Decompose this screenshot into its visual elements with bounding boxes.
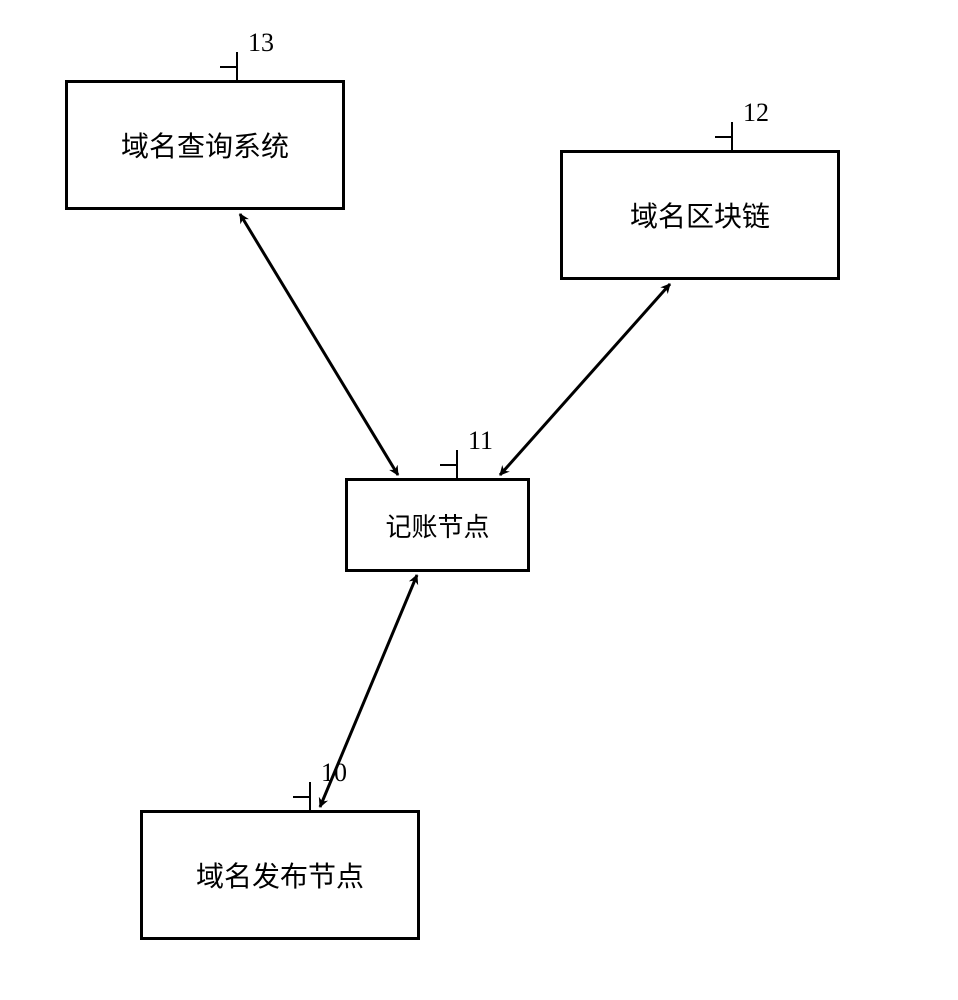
node-blockchain-tick-v: [731, 122, 733, 150]
node-publish-id: 10: [321, 758, 347, 788]
node-publish: 域名发布节点: [140, 810, 420, 940]
node-accounting-tick-v: [456, 450, 458, 478]
node-accounting-id: 11: [468, 426, 493, 456]
node-blockchain-label: 域名区块链: [630, 195, 770, 235]
node-accounting-label: 记账节点: [385, 507, 489, 544]
node-query-system-label: 域名查询系统: [121, 125, 289, 165]
edge-query-accounting: [240, 214, 398, 475]
node-accounting: 记账节点: [345, 478, 530, 572]
node-blockchain-id: 12: [743, 98, 769, 128]
node-query-system: 域名查询系统: [65, 80, 345, 210]
edge-blockchain-accounting: [500, 284, 670, 475]
node-query-system-tick-v: [236, 52, 238, 80]
node-blockchain: 域名区块链: [560, 150, 840, 280]
node-publish-tick-v: [309, 782, 311, 810]
node-query-system-id: 13: [248, 28, 274, 58]
node-publish-label: 域名发布节点: [196, 855, 364, 895]
